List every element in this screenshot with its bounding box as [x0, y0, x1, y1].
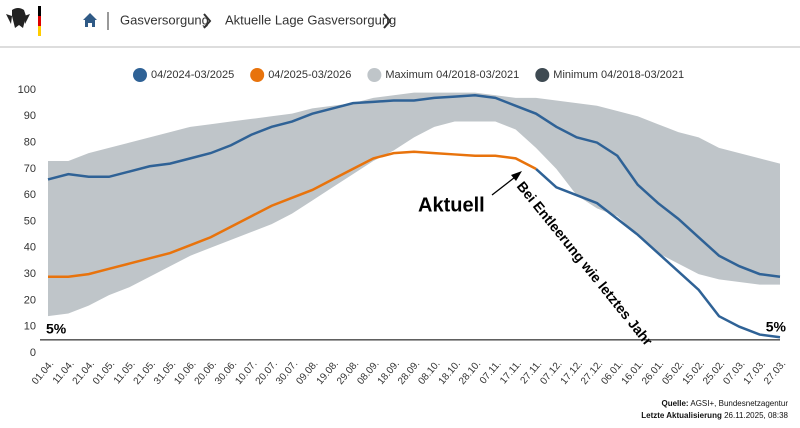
legend-label: 04/2024-03/2025 [151, 69, 234, 81]
x-tick-label: 01.04. [30, 359, 56, 387]
updated-text: 26.11.2025, 08:38 [724, 411, 788, 420]
y-tick-label: 70 [24, 163, 36, 175]
x-tick-label: 07.11. [478, 359, 504, 387]
source-label: Quelle: [661, 399, 688, 408]
annotation: Aktuell [418, 194, 485, 216]
x-tick-label: 17.11. [498, 359, 524, 387]
breadcrumb[interactable]: Gasversorgung [120, 12, 209, 27]
y-tick-label: 30 [24, 268, 36, 280]
y-tick-label: 0 [30, 347, 36, 359]
projection-line [535, 167, 781, 339]
y-tick-label: 60 [24, 189, 36, 201]
chevron [383, 13, 392, 29]
x-tick-label: 28.10. [457, 359, 483, 387]
y-tick-label: 80 [24, 137, 36, 149]
updated: Letzte Aktualisierung 26.11.2025, 08:38 [641, 411, 788, 420]
range-area [48, 92, 780, 317]
chevron [203, 13, 212, 29]
y-tick-label: 90 [24, 110, 36, 122]
legend-marker [367, 68, 382, 82]
series-line [47, 94, 781, 278]
series-line [48, 150, 537, 278]
legend-marker [535, 68, 550, 82]
reference-label: 5% [46, 321, 67, 337]
chart: 010203040506070809010001.04.11.04.21.04.… [18, 68, 788, 387]
legend-marker [133, 68, 147, 82]
y-tick-label: 20 [24, 294, 36, 306]
updated-label: Letzte Aktualisierung [641, 411, 722, 420]
legend-marker [250, 68, 265, 82]
reference-label: 5% [766, 319, 787, 335]
logo [6, 6, 41, 36]
y-tick-label: 10 [24, 321, 36, 333]
source: Quelle: AGSI+, Bundesnetzagentur [661, 399, 788, 408]
x-tick-label: 01.05. [91, 359, 117, 387]
y-tick-label: 50 [24, 215, 36, 227]
breadcrumb[interactable]: Aktuelle Lage Gasversorgung [225, 12, 396, 27]
y-tick-label: 100 [18, 84, 36, 96]
legend-label: 04/2025-03/2026 [268, 69, 351, 81]
arrow-head [511, 171, 522, 181]
source-text: AGSI+, Bundesnetzagentur [690, 399, 788, 408]
legend-label: Minimum 04/2018-03/2021 [553, 69, 684, 81]
y-tick-label: 40 [24, 242, 36, 254]
x-tick-label: 27.03. [762, 359, 788, 387]
home-icon[interactable] [83, 13, 97, 27]
legend-label: Maximum 04/2018-03/2021 [385, 69, 519, 81]
